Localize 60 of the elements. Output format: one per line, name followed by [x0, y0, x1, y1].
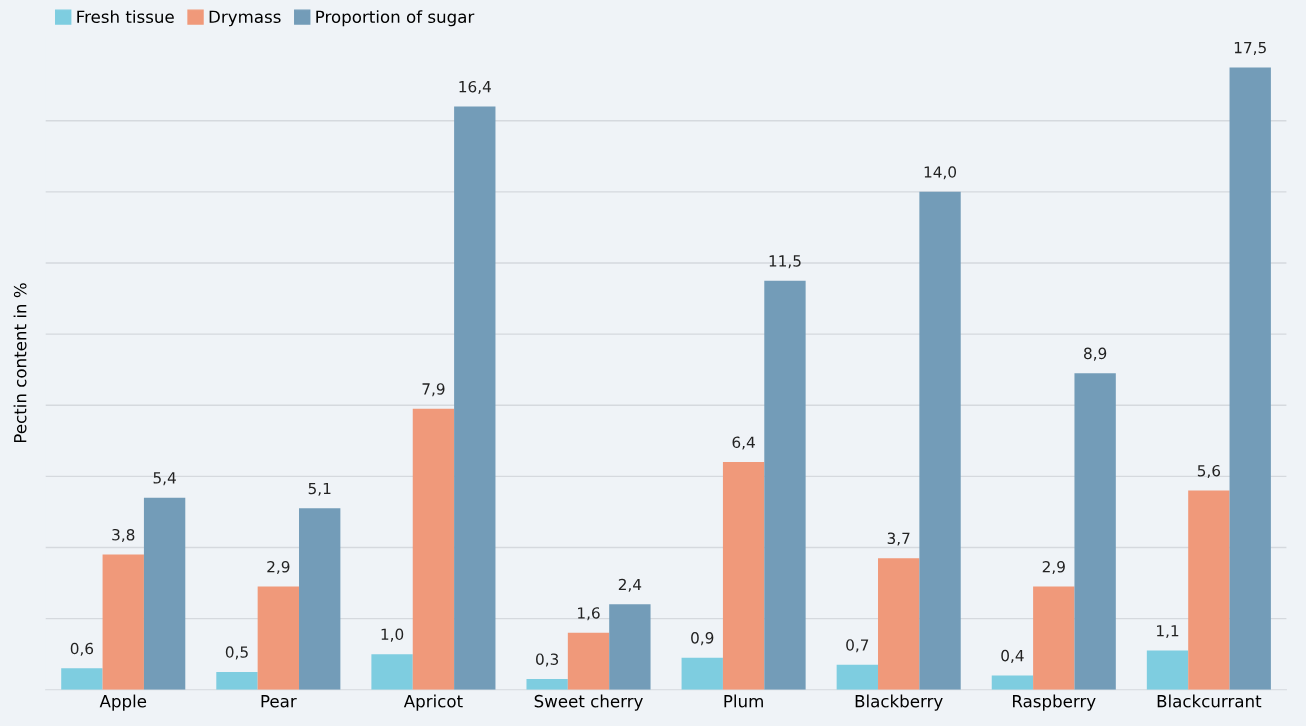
bar [61, 668, 103, 690]
data-label: 3,7 [887, 532, 910, 546]
bar [371, 654, 413, 690]
bar [1188, 490, 1230, 690]
bar [1229, 67, 1271, 690]
x-tick-label: Apricot [403, 694, 463, 711]
bar [143, 497, 186, 690]
data-label: 5,6 [1197, 464, 1221, 479]
bar [722, 462, 765, 690]
data-label: 3,8 [112, 528, 135, 543]
x-tick-label: Blackberry [855, 694, 943, 711]
x-tick-label: Raspberry [1013, 694, 1096, 711]
data-label: 0,9 [691, 632, 714, 646]
bar [991, 675, 1034, 690]
bar [567, 632, 610, 690]
data-label: 16,4 [459, 80, 491, 95]
data-label: 0,5 [225, 646, 248, 660]
data-label: 7,9 [422, 383, 445, 397]
data-label: 5,4 [153, 472, 176, 486]
x-tick-label: Sweet cherry [534, 694, 643, 711]
data-label: 6,4 [732, 436, 755, 450]
bar [836, 664, 879, 690]
data-label: 0,6 [70, 642, 94, 656]
bar [1074, 373, 1116, 690]
x-tick-label: Apple [99, 694, 147, 711]
data-label: 14,0 [924, 166, 957, 180]
data-label: 1,0 [381, 628, 404, 642]
legend-label: Drymass [209, 10, 281, 27]
data-label: 5,1 [308, 482, 331, 496]
data-label: 1,6 [578, 607, 600, 621]
bar [1146, 650, 1189, 690]
bar [299, 508, 341, 690]
bar [526, 679, 568, 690]
bar [681, 657, 723, 690]
bar [609, 604, 651, 690]
data-label: 2,4 [618, 578, 642, 592]
bar [1033, 586, 1075, 690]
data-label: 0,3 [536, 653, 559, 667]
data-label: 2,9 [267, 560, 290, 575]
bar [257, 586, 300, 690]
data-label: 11,5 [769, 255, 801, 269]
data-label: 17,5 [1234, 41, 1266, 55]
data-label: 2,9 [1042, 560, 1065, 575]
bar [102, 554, 144, 690]
y-axis-title: Pectin content in % [13, 283, 27, 443]
data-label: 0,7 [846, 639, 869, 653]
legend-label: Proportion of sugar [316, 10, 475, 27]
x-tick-label: Plum [724, 694, 763, 708]
x-tick-label: Blackcurrant [1157, 694, 1262, 708]
legend-label: Fresh tissue [77, 10, 174, 24]
data-label: 1,1 [1157, 625, 1179, 639]
bar [764, 280, 806, 690]
data-label: 0,4 [1001, 649, 1024, 663]
bar [878, 558, 920, 690]
bar [216, 671, 258, 690]
x-tick-label: Pear [261, 695, 297, 708]
bar [454, 106, 496, 690]
bar [412, 408, 455, 690]
data-label: 8,9 [1084, 347, 1107, 361]
bar [919, 191, 961, 690]
